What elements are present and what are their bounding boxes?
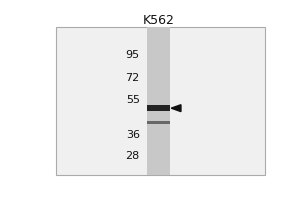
Text: 36: 36 — [126, 130, 140, 140]
Polygon shape — [171, 105, 181, 112]
Text: 55: 55 — [126, 95, 140, 105]
Text: 95: 95 — [126, 50, 140, 60]
Text: 72: 72 — [125, 73, 140, 83]
Text: K562: K562 — [142, 14, 174, 27]
Text: 28: 28 — [125, 151, 140, 161]
Bar — [147, 27, 170, 175]
Bar — [147, 105, 170, 111]
Bar — [147, 121, 170, 124]
